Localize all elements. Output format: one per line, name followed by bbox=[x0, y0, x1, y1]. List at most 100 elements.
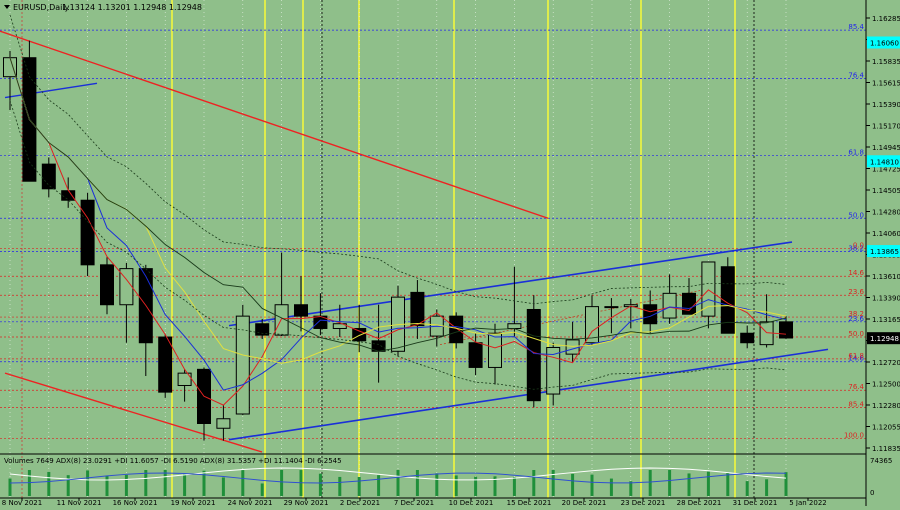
candle-bear bbox=[255, 323, 270, 336]
candle-bear bbox=[643, 304, 658, 325]
price-highlight-label: 1.16060 bbox=[870, 40, 899, 48]
resistance-trendline bbox=[0, 30, 549, 219]
price-highlight-box bbox=[867, 36, 900, 49]
price-highlight-label: 1.13865 bbox=[870, 248, 899, 256]
date-tick-label: 5 Jan 2022 bbox=[789, 499, 827, 506]
price-tick-label: 1.14280 bbox=[872, 209, 900, 217]
fib-level-label: 61.8 bbox=[848, 352, 864, 360]
date-tick-label: 16 Nov 2021 bbox=[113, 499, 158, 506]
candle-bull bbox=[701, 261, 716, 317]
fib-level-label: 100.0 bbox=[844, 432, 864, 440]
price-tick-label: 1.11835 bbox=[872, 445, 900, 453]
date-tick-label: 10 Dec 2021 bbox=[449, 499, 494, 506]
price-highlight-label: 1.14810 bbox=[870, 158, 899, 166]
chart-symbol-label: EURUSD,Daily bbox=[13, 3, 70, 12]
candle-bull bbox=[565, 339, 580, 355]
price-tick-label: 1.12500 bbox=[872, 381, 900, 389]
short-channel-line bbox=[4, 82, 98, 99]
price-tick-label: 1.13390 bbox=[872, 295, 900, 303]
candle-bull bbox=[177, 372, 192, 386]
ma-blue-line bbox=[9, 57, 787, 391]
bollinger-lower-line bbox=[9, 100, 787, 390]
price-highlight-box bbox=[867, 245, 900, 258]
dropdown-arrow-icon[interactable] bbox=[4, 5, 10, 9]
fib-level-label: 23.6 bbox=[848, 288, 864, 296]
bollinger-upper-line bbox=[9, 14, 787, 305]
price-tick-label: 1.14945 bbox=[872, 144, 900, 152]
date-tick-label: 8 Nov 2021 bbox=[2, 499, 42, 506]
candle-bull bbox=[546, 346, 561, 395]
candle-bull bbox=[274, 304, 289, 336]
date-tick-label: 31 Dec 2021 bbox=[733, 499, 778, 506]
support-trendline-red bbox=[4, 372, 263, 453]
price-tick-label: 1.15615 bbox=[872, 80, 900, 88]
price-tick-label: 1.15170 bbox=[872, 123, 900, 131]
candle-bear bbox=[410, 291, 425, 327]
fib-level-label: 85.4 bbox=[848, 23, 864, 31]
dotted-trend-line bbox=[439, 290, 701, 346]
price-highlight-box bbox=[867, 155, 900, 168]
price-tick-label: 1.12055 bbox=[872, 424, 900, 432]
date-tick-label: 15 Dec 2021 bbox=[507, 499, 552, 506]
price-tick-label: 1.16285 bbox=[872, 15, 900, 23]
date-tick-label: 28 Dec 2021 bbox=[677, 499, 722, 506]
ma-red-line bbox=[9, 57, 787, 406]
fib-level-label: 38.2 bbox=[848, 310, 864, 318]
price-tick-label: 1.15390 bbox=[872, 101, 900, 109]
price-tick-label: 1.15835 bbox=[872, 58, 900, 66]
date-tick-label: 19 Nov 2021 bbox=[171, 499, 216, 506]
current-price-label: 1.12948 bbox=[870, 335, 899, 343]
candle-bull bbox=[488, 332, 502, 368]
ma-dark-line bbox=[9, 57, 787, 352]
price-tick-label: 1.13610 bbox=[872, 273, 900, 281]
candle-bear bbox=[682, 292, 696, 315]
volume-max-label: 74365 bbox=[870, 457, 892, 465]
candle-bear bbox=[779, 321, 793, 339]
date-tick-label: 2 Dec 2021 bbox=[340, 499, 380, 506]
candle-bear bbox=[526, 308, 541, 402]
candle-bear bbox=[100, 264, 114, 306]
candle-bull bbox=[662, 292, 677, 319]
di-line bbox=[9, 472, 787, 484]
candle-bull bbox=[604, 306, 619, 309]
candle-bear bbox=[740, 332, 755, 344]
fib-level-label: 14.6 bbox=[848, 269, 864, 277]
fib-level-label: 23.6 bbox=[848, 315, 864, 323]
candle-bull bbox=[332, 323, 347, 329]
adx-line bbox=[9, 467, 787, 481]
date-tick-label: 7 Dec 2021 bbox=[394, 499, 434, 506]
fib-level-label: 85.4 bbox=[848, 400, 864, 408]
price-tick-label: 1.14725 bbox=[872, 166, 900, 174]
fib-level-label: 38.2 bbox=[848, 245, 864, 253]
fib-level-label: 0.0 bbox=[853, 242, 864, 250]
candle-bull bbox=[507, 323, 522, 329]
date-tick-label: 20 Dec 2021 bbox=[562, 499, 607, 506]
candle-bull bbox=[119, 268, 134, 306]
current-price-box bbox=[867, 332, 900, 345]
date-tick-label: 29 Nov 2021 bbox=[284, 499, 329, 506]
price-tick-label: 1.12280 bbox=[872, 402, 900, 410]
fib-level-label: 61.8 bbox=[848, 149, 864, 157]
price-tick-label: 1.14060 bbox=[872, 230, 900, 238]
candle-bear bbox=[61, 190, 76, 201]
candle-bull bbox=[216, 418, 231, 429]
candle-bear bbox=[468, 342, 483, 368]
volume-zero-label: 0 bbox=[870, 489, 874, 497]
candle-bear bbox=[158, 336, 173, 393]
candle-bear bbox=[352, 327, 367, 342]
candle-bear bbox=[720, 266, 735, 334]
fib-level-label: 14.6 bbox=[848, 355, 864, 363]
channel-upper-line bbox=[228, 241, 793, 327]
fib-level-label: 76.4 bbox=[848, 383, 864, 391]
candle-bear bbox=[294, 304, 308, 317]
candle-bear bbox=[41, 163, 56, 190]
price-tick-label: 1.12720 bbox=[872, 359, 900, 367]
date-tick-label: 11 Nov 2021 bbox=[57, 499, 102, 506]
fib-level-label: 50.0 bbox=[848, 211, 864, 219]
volume-panel-label: Volumes 7649 ADX(8) 23.0291 +DI 11.6057 … bbox=[4, 457, 342, 465]
candle-bear bbox=[80, 199, 95, 266]
fib-level-label: 76.4 bbox=[848, 72, 864, 80]
price-tick-label: 1.14505 bbox=[872, 187, 900, 195]
